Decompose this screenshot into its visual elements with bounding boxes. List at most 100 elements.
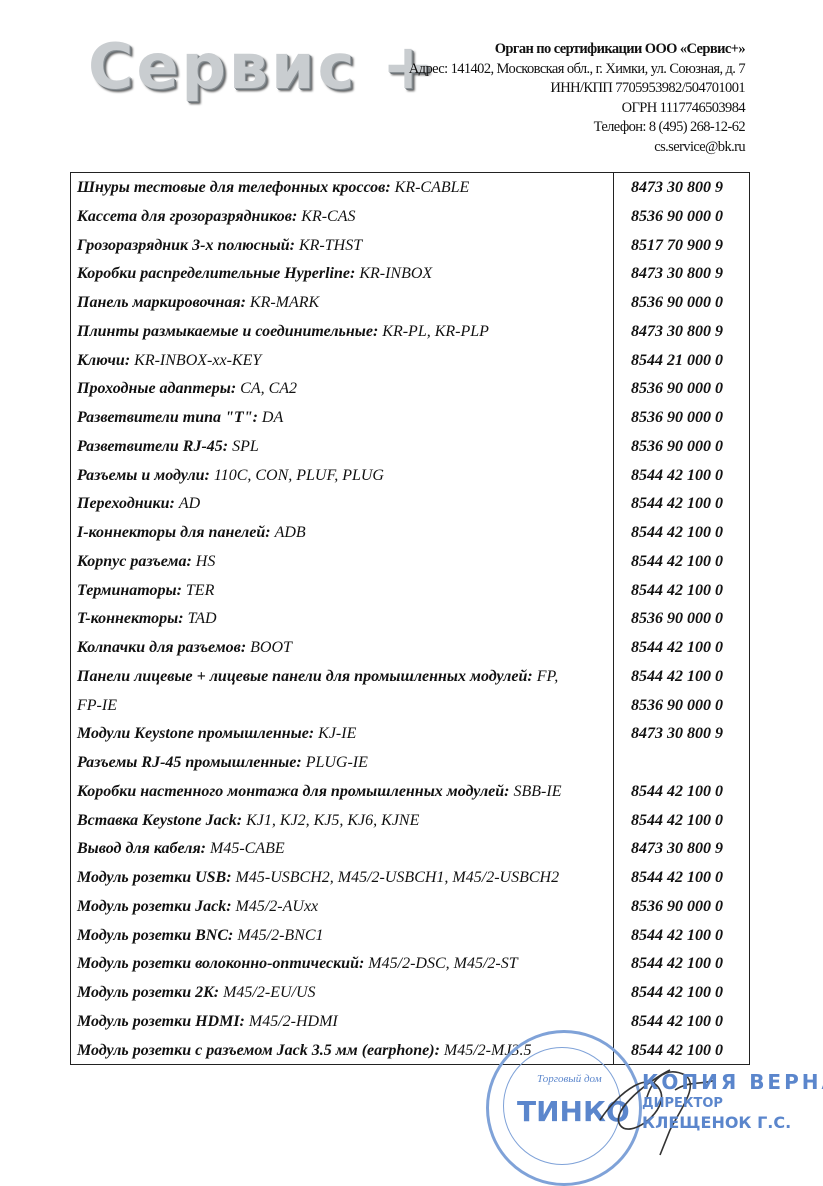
product-model: FP, — [532, 667, 559, 685]
product-name: T-коннекторы: — [77, 610, 184, 628]
product-model: KR-CAS — [297, 207, 356, 225]
org-header: Орган по сертификации ООО «Сервис+» Адре… — [408, 40, 746, 157]
product-model: ADB — [270, 524, 306, 541]
table-row: Шнуры тестовые для телефонных кроссов: K… — [71, 175, 751, 204]
table-row: Разъемы и модули: 110C, CON, PLUF, PLUG 8… — [71, 463, 751, 492]
tn-ved-code: 8473 30 800 9 — [631, 725, 723, 743]
product-description: Проходные адаптеры: CA, CA2 — [77, 380, 297, 398]
product-description: Плинты размыкаемые и соединительные: KR-… — [77, 323, 489, 341]
stamp-subtitle: Торговый дом — [537, 1073, 602, 1085]
product-name: Колпачки для разъемов: — [77, 639, 247, 656]
product-description: Колпачки для разъемов: BOOT — [77, 639, 292, 657]
tn-ved-code: 8544 42 100 0 — [631, 955, 723, 973]
product-model: KJ-IE — [314, 725, 357, 743]
product-model: KJ1, KJ2, KJ5, KJ6, KJNE — [242, 811, 420, 829]
tn-ved-code: 8536 90 000 0 — [631, 696, 723, 714]
product-code-table: Шнуры тестовые для телефонных кроссов: K… — [70, 172, 750, 1065]
tn-ved-code: 8536 90 000 0 — [631, 437, 723, 455]
org-ogrn: ОГРН 1117746503984 — [621, 99, 746, 116]
product-description: Панель маркировочная: KR-MARK — [77, 294, 319, 312]
copy-label: КОПИЯ ВЕРНА — [642, 1070, 823, 1094]
table-row: Разветвители типа "T": DA 8536 90 000 0 — [71, 405, 751, 434]
product-name: Модуль розетки Jack: — [77, 897, 232, 915]
tn-ved-code: 8544 42 100 0 — [631, 581, 723, 599]
org-title: Орган по сертификации ООО «Сервис+» — [494, 41, 746, 57]
table-row: FP-IE 8536 90 000 0 — [71, 693, 751, 722]
tn-ved-code: 8536 90 000 0 — [631, 610, 723, 628]
product-description: Модуль розетки с разъемом Jack 3.5 мм (e… — [77, 1042, 531, 1060]
table-row: Терминаторы: TER 8544 42 100 0 — [71, 578, 751, 607]
product-name: Модуль розетки HDMI: — [77, 1012, 245, 1030]
product-description: FP-IE — [77, 697, 117, 715]
product-model: KR-MARK — [245, 294, 320, 311]
product-name: Разветвители типа "T": — [77, 409, 258, 426]
product-description: Вывод для кабеля: M45-CABE — [77, 840, 285, 858]
tn-ved-code: 8473 30 800 9 — [631, 322, 723, 340]
product-name: Панели лицевые + лицевые панели для пром… — [77, 667, 533, 685]
table-row: Модуль розетки BNC: M45/2-BNC1 8544 42 10… — [71, 923, 751, 952]
product-description: Коробки настенного монтажа для промышлен… — [77, 783, 561, 801]
product-name: Модуль розетки 2K: — [77, 984, 220, 1001]
stamp-brand: ТИНКО — [517, 1095, 630, 1128]
product-description: Корпус разъема: HS — [77, 553, 215, 571]
table-row: Плинты размыкаемые и соединительные: KR-… — [71, 319, 751, 348]
tn-ved-code: 8544 42 100 0 — [631, 466, 723, 484]
org-address: Адрес: 141402, Московская обл., г. Химки… — [408, 60, 746, 77]
product-description: Модули Keystone промышленные: KJ-IE — [77, 725, 356, 743]
product-model: PLUG-IE — [301, 754, 368, 771]
product-model: FP-IE — [77, 696, 117, 714]
product-description: Коробки распределительные Hyperline: KR-… — [77, 265, 432, 283]
product-name: Проходные адаптеры: — [77, 380, 237, 398]
product-name: Модули Keystone промышленные: — [77, 725, 315, 743]
product-model: M45/2-DSC, M45/2-ST — [364, 955, 518, 973]
tn-ved-code: 8536 90 000 0 — [631, 207, 723, 225]
product-description: I-коннекторы для панелей: ADB — [77, 524, 306, 542]
product-description: Разъемы RJ-45 промышленные: PLUG-IE — [77, 754, 368, 772]
product-description: Модуль розетки волоконно-оптический: M45… — [77, 955, 518, 973]
tn-ved-code: 8544 42 100 0 — [631, 524, 723, 541]
tn-ved-code: 8536 90 000 0 — [631, 897, 723, 915]
org-email: cs.service@bk.ru — [654, 138, 745, 155]
tn-ved-code: 8544 42 100 0 — [631, 1012, 723, 1030]
tn-ved-code: 8536 90 000 0 — [631, 409, 723, 426]
product-description: Шнуры тестовые для телефонных кроссов: K… — [77, 179, 469, 197]
tn-ved-code: 8544 21 000 0 — [631, 351, 723, 369]
product-model: AD — [174, 495, 201, 513]
table-row: Панель маркировочная: KR-MARK 8536 90 000… — [71, 290, 751, 319]
product-description: Разъемы и модули: 110C, CON, PLUF, PLUG — [77, 467, 384, 485]
table-row: Корпус разъема: HS 8544 42 100 0 — [71, 549, 751, 578]
product-name: Терминаторы: — [77, 581, 182, 599]
product-name: Разъемы и модули: — [77, 466, 210, 484]
table-row: Проходные адаптеры: CA, CA2 8536 90 000 0 — [71, 376, 751, 405]
product-model: TAD — [183, 610, 217, 628]
product-model: TER — [181, 581, 215, 599]
table-row: Колпачки для разъемов: BOOT 8544 42 100 0 — [71, 635, 751, 664]
product-name: Ключи: — [77, 351, 131, 369]
table-row: Модули Keystone промышленные: KJ-IE 8473 … — [71, 721, 751, 750]
product-description: Модуль розетки HDMI: M45/2-HDMI — [77, 1013, 338, 1031]
product-model: BOOT — [246, 639, 292, 656]
product-name: Модуль розетки волоконно-оптический: — [77, 955, 365, 973]
table-row: Коробки настенного монтажа для промышлен… — [71, 779, 751, 808]
product-description: Терминаторы: TER — [77, 582, 214, 600]
table-row: Разъемы RJ-45 промышленные: PLUG-IE — [71, 750, 751, 779]
tn-ved-code: 8544 42 100 0 — [631, 984, 723, 1001]
product-name: Модуль розетки USB: — [77, 869, 232, 886]
product-description: Модуль розетки USB: M45-USBCH2, M45/2-US… — [77, 869, 559, 887]
tn-ved-code: 8544 42 100 0 — [631, 782, 723, 800]
product-description: Вставка Keystone Jack: KJ1, KJ2, KJ5, KJ… — [77, 812, 419, 830]
product-name: Корпус разъема: — [77, 552, 192, 570]
product-name: Грозоразрядник 3-х полюсный: — [77, 236, 295, 254]
table-row: Вывод для кабеля: M45-CABE 8473 30 800 9 — [71, 836, 751, 865]
product-name: Модуль розетки с разъемом Jack 3.5 мм (e… — [77, 1041, 440, 1059]
product-description: Грозоразрядник 3-х полюсный: KR-THST — [77, 237, 362, 255]
tn-ved-code: 8544 42 100 0 — [631, 926, 723, 944]
table-row: Модуль розетки USB: M45-USBCH2, M45/2-US… — [71, 865, 751, 894]
product-description: Панели лицевые + лицевые панели для пром… — [77, 668, 558, 686]
tn-ved-code: 8536 90 000 0 — [631, 294, 723, 311]
product-model: SBB-IE — [509, 782, 562, 800]
table-row: Кассета для грозоразрядников: KR-CAS 8536… — [71, 204, 751, 233]
product-name: Разветвители RJ-45: — [77, 437, 229, 455]
tn-ved-code: 8544 42 100 0 — [631, 667, 723, 685]
table-row: Модуль розетки HDMI: M45/2-HDMI 8544 42 1… — [71, 1009, 751, 1038]
